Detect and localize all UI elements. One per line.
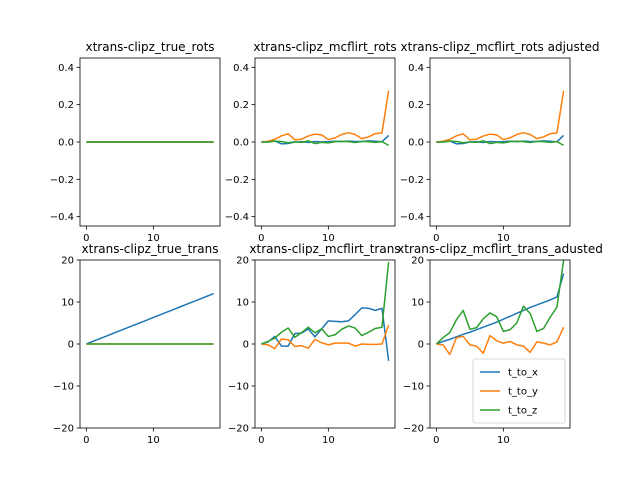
x-tick-label: 0 xyxy=(83,233,89,244)
y-tick-label: 0.2 xyxy=(408,100,424,111)
legend-box xyxy=(472,358,566,424)
y-tick-label: −0.2 xyxy=(50,175,74,186)
subplot-title: xtrans-clipz_true_trans xyxy=(82,242,219,256)
subplot-title: xtrans-clipz_mcflirt_trans xyxy=(249,242,400,256)
y-tick-label: 0.2 xyxy=(233,100,249,111)
series-line-t_to_z xyxy=(435,260,565,345)
y-tick-label: −10 xyxy=(228,382,249,393)
series-line-t_to_z xyxy=(436,140,565,147)
x-tick-label: 0 xyxy=(258,435,264,446)
y-tick-label: −0.2 xyxy=(400,175,424,186)
legend-label-t_to_x: t_to_x xyxy=(508,368,538,379)
y-tick-label: 10 xyxy=(411,298,424,309)
y-tick-label: 10 xyxy=(236,298,249,309)
y-tick-label: −0.2 xyxy=(225,175,249,186)
y-tick-label: 10 xyxy=(61,298,74,309)
x-tick-label: 10 xyxy=(322,435,335,446)
y-tick-label: 0.4 xyxy=(408,63,424,74)
y-tick-label: 20 xyxy=(61,256,74,267)
series-line-t_to_z xyxy=(261,140,390,147)
series-line-t_to_x xyxy=(436,273,565,345)
y-tick-label: 0 xyxy=(418,340,424,351)
subplot-1: −0.4 −0.2 0.0 0.2 0.4 0 10 xtrans-clipz_true_ro… xyxy=(50,40,221,244)
y-tick-label: −10 xyxy=(53,382,74,393)
y-tick-label: −0.4 xyxy=(225,212,249,223)
y-tick-label: −10 xyxy=(403,382,424,393)
subplot-title: xtrans-clipz_mcflirt_rots adjusted xyxy=(401,40,600,54)
series-line-t_to_y xyxy=(261,90,390,143)
y-tick-label: −0.4 xyxy=(400,212,424,223)
y-tick-label: 0.4 xyxy=(233,63,249,74)
series-line-t_to_x xyxy=(86,292,214,345)
y-tick-label: −0.4 xyxy=(50,212,74,223)
series-line-t_to_x xyxy=(261,307,390,361)
series-line-t_to_y xyxy=(436,90,565,143)
subplot-3: −0.4 −0.2 0.0 0.2 0.4 0 10 xtrans-clipz_mcflirt… xyxy=(400,40,600,244)
x-tick-label: 10 xyxy=(147,435,160,446)
x-tick-label: 10 xyxy=(497,233,510,244)
y-tick-label: 0.0 xyxy=(408,138,424,149)
x-tick-label: 0 xyxy=(433,435,439,446)
subplot-title: xtrans-clipz_true_rots xyxy=(85,40,214,54)
legend-label-t_to_z: t_to_z xyxy=(508,406,537,417)
x-tick-label: 0 xyxy=(433,233,439,244)
series-line-t_to_y xyxy=(436,326,565,356)
y-tick-label: −20 xyxy=(228,424,249,435)
subplot-5: −20 −10 0 10 20 0 10 xtrans-clipz_mcflirt_trans xyxy=(228,242,401,446)
x-tick-label: 0 xyxy=(83,435,89,446)
y-tick-label: 0.4 xyxy=(58,63,74,74)
y-tick-label: −20 xyxy=(53,424,74,435)
subplot-6: −20 −10 0 10 20 0 10 xtrans-clipz_mcflirt_trans… xyxy=(397,242,603,446)
subplot-title: xtrans-clipz_mcflirt_trans_adusted xyxy=(397,242,603,256)
series-line-t_to_z xyxy=(261,262,390,345)
x-tick-label: 0 xyxy=(258,233,264,244)
legend-label-t_to_y: t_to_y xyxy=(508,387,538,398)
legend: t_to_x t_to_y t_to_z xyxy=(472,358,566,424)
series-line-t_to_y xyxy=(261,324,390,350)
y-tick-label: 0.0 xyxy=(58,138,74,149)
y-tick-label: 0.0 xyxy=(233,138,249,149)
x-tick-label: 10 xyxy=(147,233,160,244)
y-tick-label: −20 xyxy=(403,424,424,435)
subplot-2: −0.4 −0.2 0.0 0.2 0.4 0 10 xtrans-clipz_mcflirt… xyxy=(225,40,397,244)
x-tick-label: 10 xyxy=(497,435,510,446)
y-tick-label: 0 xyxy=(68,340,74,351)
x-tick-label: 10 xyxy=(322,233,335,244)
y-tick-label: 0 xyxy=(243,340,249,351)
y-tick-label: 20 xyxy=(411,256,424,267)
subplot-title: xtrans-clipz_mcflirt_rots xyxy=(253,40,396,54)
y-tick-label: 20 xyxy=(236,256,249,267)
y-tick-label: 0.2 xyxy=(58,100,74,111)
subplot-4: −20 −10 0 10 20 0 10 xtrans-clipz_true_trans xyxy=(53,242,221,446)
